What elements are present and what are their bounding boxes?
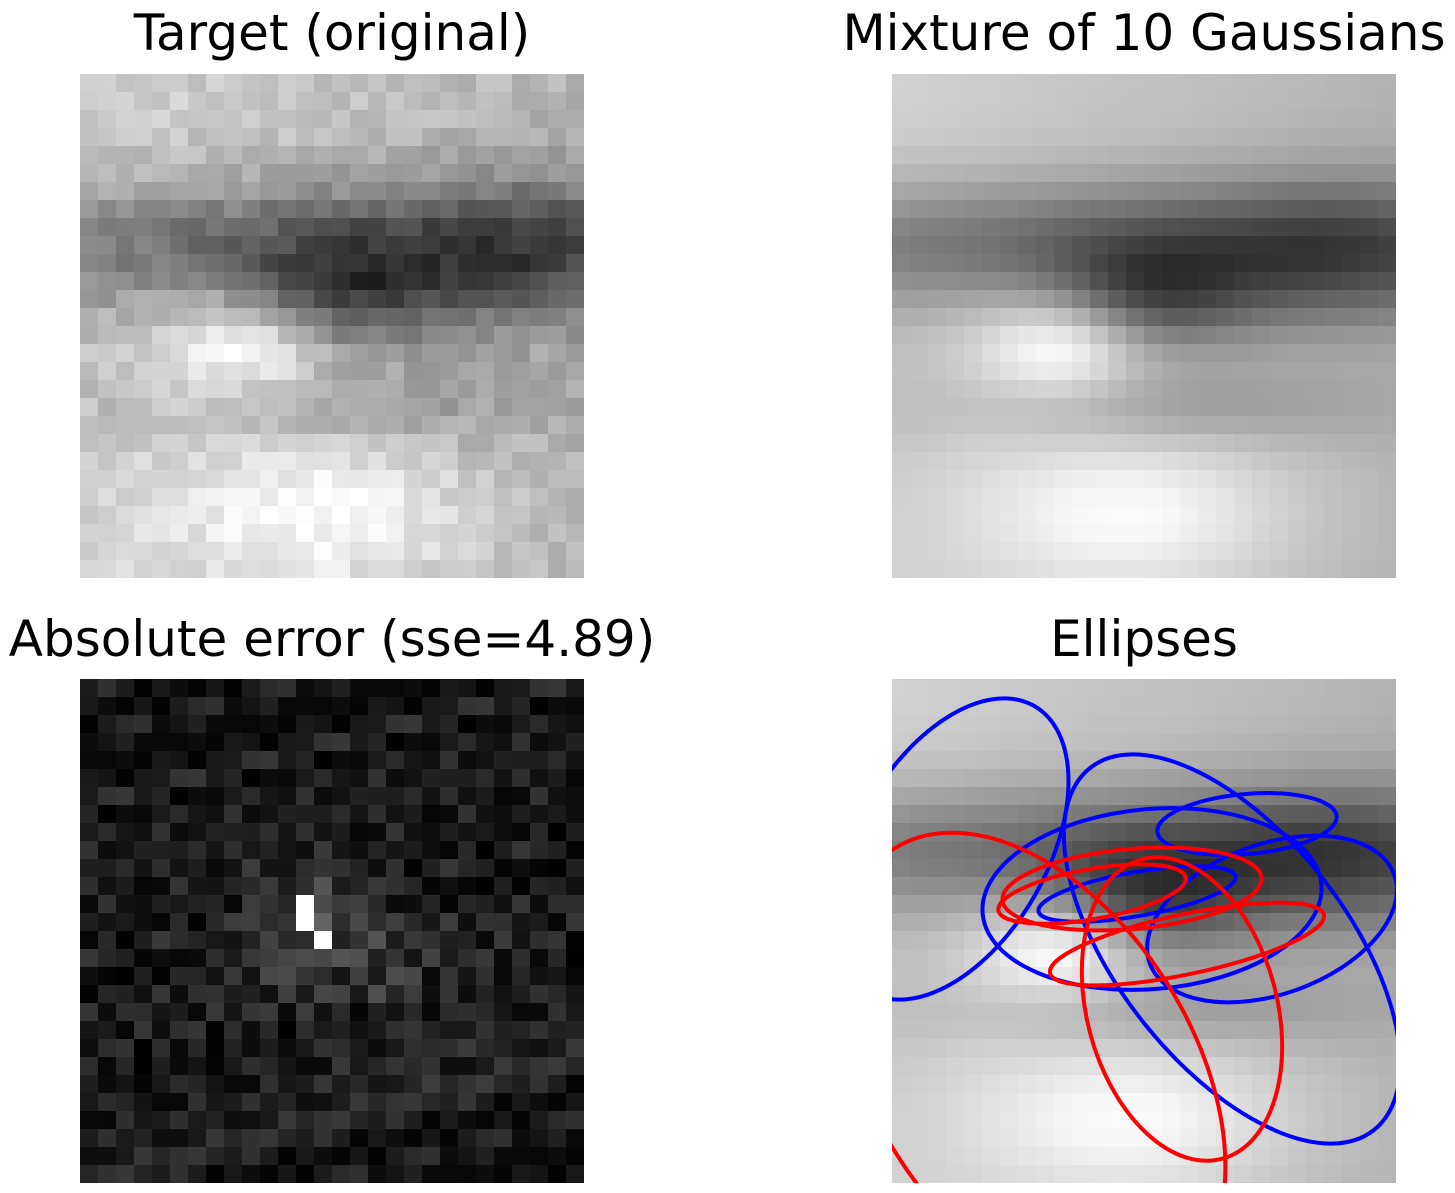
- ellipse-blue-4: [1036, 864, 1238, 924]
- title-target: Target (original): [133, 4, 531, 62]
- ellipse-blue-5: [1061, 752, 1396, 1146]
- target-image: [80, 74, 584, 578]
- ellipse-red-4: [892, 830, 1228, 1183]
- ellipse-red-3: [1047, 900, 1327, 988]
- ellipse-red-5: [1079, 855, 1285, 1163]
- ellipses-overlay: [892, 696, 1396, 1183]
- error-image: [80, 679, 584, 1183]
- title-ellipses: Ellipses: [1050, 610, 1238, 668]
- ellipse-red-1: [996, 862, 1188, 926]
- ellipse-red-2: [1000, 845, 1264, 933]
- title-error: Absolute error (sse=4.89): [8, 610, 656, 668]
- ellipse-blue-3: [1155, 791, 1339, 857]
- ellipse-blue-6: [1145, 833, 1396, 1005]
- ellipse-blue-2: [980, 806, 1324, 992]
- ellipse-blue-1: [892, 696, 1071, 1002]
- mixture-image: [892, 74, 1396, 578]
- title-mixture: Mixture of 10 Gaussians: [842, 4, 1446, 62]
